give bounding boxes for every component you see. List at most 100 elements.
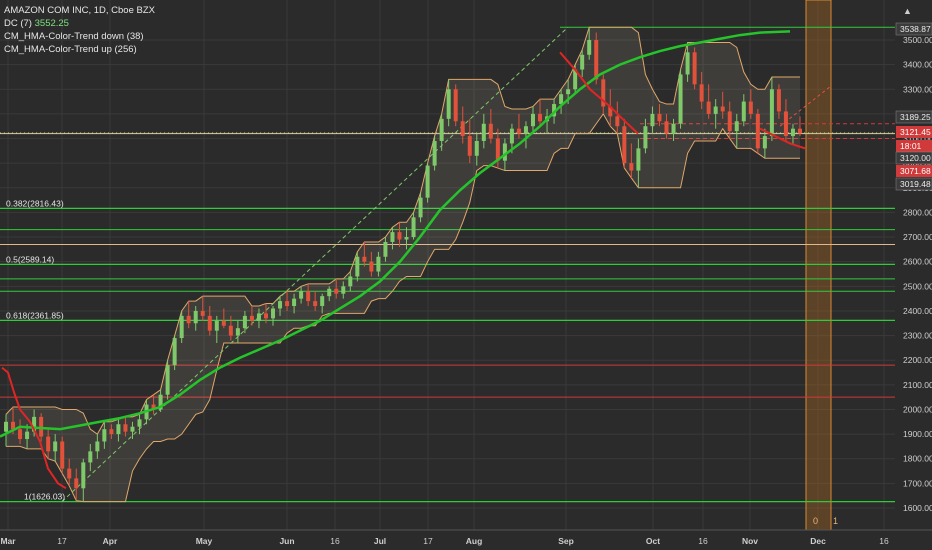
candle-body	[334, 288, 339, 294]
time-axis[interactable]: Mar 17 Apr May Jun 16 Jul 17 Aug Sep Oct 16 Nov Dec 16	[0, 536, 889, 546]
candle-body	[214, 320, 219, 331]
dc-value: 3552.25	[34, 18, 69, 29]
donchian-fill	[6, 27, 800, 502]
candle-body	[235, 328, 240, 336]
price-tick-label: 2600.00	[903, 257, 932, 267]
price-tick-label: 2400.00	[903, 306, 932, 316]
candle-body	[179, 315, 184, 339]
candle-body	[573, 69, 578, 90]
hma-fast-line	[1, 366, 67, 490]
candle-body	[404, 237, 409, 240]
candle-body	[671, 123, 676, 134]
candle-body	[242, 315, 247, 329]
candle-body	[53, 441, 58, 452]
collapse-legend-icon[interactable]: ▲	[903, 6, 912, 16]
band-label-0: 0	[813, 516, 818, 526]
candle-body	[81, 462, 86, 489]
candle-body	[292, 298, 297, 307]
dc-indicator[interactable]: DC (7) 3552.25	[4, 17, 155, 30]
hma-slow-line	[0, 30, 791, 438]
price-label-box	[895, 110, 932, 124]
candle-body	[109, 429, 114, 435]
candle-body	[460, 121, 465, 137]
candle-body	[32, 416, 37, 432]
time-axis-background	[0, 530, 932, 550]
price-axis-background	[895, 0, 932, 530]
price-label-box	[896, 165, 932, 177]
candle-body	[130, 426, 135, 432]
price-label-text: 3120.00	[900, 153, 931, 163]
price-labels: 3538.87 3189.25 3121.45 18:01 3120.00 3071.68…	[895, 22, 932, 191]
candle-body	[263, 313, 268, 319]
time-tick-label: Sep	[558, 536, 574, 546]
price-tick-label: 1800.00	[903, 454, 932, 464]
candle-body	[18, 429, 23, 440]
candle-body	[320, 296, 325, 307]
candle-body	[278, 301, 283, 309]
candle-body	[502, 143, 507, 161]
price-tick-label: 2000.00	[903, 404, 932, 414]
candle-body	[453, 89, 458, 122]
time-tick-label: Mar	[0, 536, 16, 546]
candle-body	[362, 256, 367, 262]
candle-body	[706, 101, 711, 114]
price-tick-label: 2800.00	[903, 207, 932, 217]
time-tick-label: 17	[423, 536, 433, 546]
candle-body	[734, 121, 739, 132]
candle-body	[369, 261, 374, 272]
candle-body	[720, 106, 725, 112]
candle-body	[327, 288, 332, 297]
candle-body	[509, 128, 514, 144]
hma-up-indicator[interactable]: CM_HMA-Color-Trend up (256)	[4, 44, 137, 55]
time-tick-label: Aug	[466, 536, 483, 546]
price-tick-label: 3500.00	[903, 35, 932, 45]
candle-body	[692, 52, 697, 85]
candle-body	[685, 52, 690, 75]
candle-body	[221, 320, 226, 326]
candle-body	[587, 40, 592, 55]
candle-body	[397, 232, 402, 240]
hma-down-indicator[interactable]: CM_HMA-Color-Trend down (38)	[4, 31, 144, 42]
candle-body	[123, 424, 128, 432]
candle-body	[151, 404, 156, 410]
price-label-text: 3189.25	[900, 112, 931, 122]
symbol-title: AMAZON COM INC, 1D, Cboe BZX	[4, 5, 155, 16]
price-tick-label: 3100.00	[903, 134, 932, 144]
candle-body	[762, 136, 767, 149]
time-tick-label: 16	[698, 536, 708, 546]
price-tick-label: 2200.00	[903, 355, 932, 365]
price-axis[interactable]: 1600.00 1700.00 1800.00 1900.00 2000.00 2100.…	[903, 35, 932, 513]
hma-fast-line	[559, 51, 639, 135]
candle-body	[664, 121, 669, 134]
candle-body	[390, 232, 395, 242]
candle-body	[102, 429, 107, 442]
candle-body	[608, 106, 613, 117]
time-tick-label: Nov	[742, 536, 758, 546]
candle-body	[467, 136, 472, 156]
candle-body	[95, 441, 100, 452]
price-label-box	[895, 22, 932, 36]
time-tick-label: 16	[879, 536, 889, 546]
candle-body	[580, 54, 585, 70]
price-label-text: 3121.45	[900, 127, 931, 137]
price-label-box	[896, 140, 932, 152]
time-tick-label: Jul	[374, 536, 386, 546]
time-tick-label: May	[196, 536, 213, 546]
time-tick-label: 17	[57, 536, 67, 546]
price-label-box	[895, 151, 932, 165]
candle-body	[383, 241, 388, 257]
candle-body	[137, 419, 142, 427]
candle-body	[355, 256, 360, 277]
price-tick-label: 2300.00	[903, 331, 932, 341]
candle-body	[615, 116, 620, 127]
candle-body	[348, 276, 353, 287]
fib-label: 0.5(2589.14)	[6, 254, 54, 264]
fib-label: 0.382(2816.43)	[6, 198, 64, 208]
price-label-text: 3538.87	[900, 24, 931, 34]
candle-body	[46, 436, 51, 452]
hma-fast-line	[759, 127, 806, 150]
price-tick-label: 1900.00	[903, 429, 932, 439]
fib-label: 0.618(2361.85)	[6, 310, 64, 320]
price-label-text: 18:01	[900, 141, 922, 151]
